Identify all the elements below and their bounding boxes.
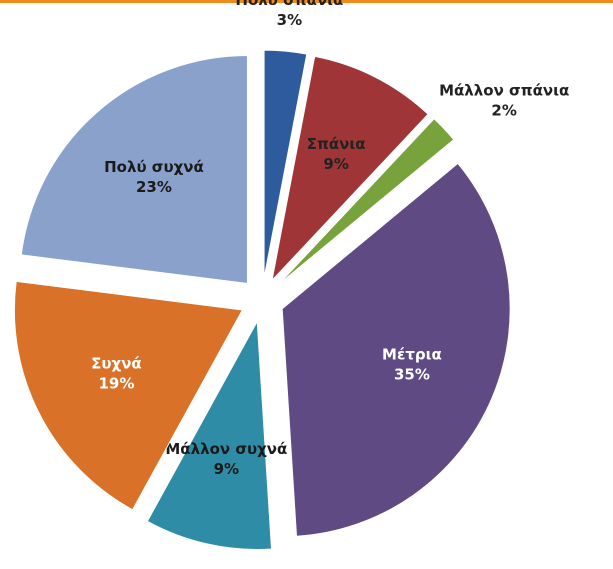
- slice-value-label: 19%: [98, 375, 134, 393]
- slice-label: Μάλλον συχνά: [165, 440, 287, 458]
- slice-label: Μάλλον σπάνια: [439, 81, 569, 99]
- slice-value-label: 2%: [491, 101, 516, 119]
- slice-value-label: 35%: [394, 365, 430, 383]
- slice-value-label: 3%: [277, 11, 302, 29]
- pie-slice: [271, 55, 429, 282]
- slice-label: Μέτρια: [382, 345, 442, 363]
- slice-value-label: 9%: [214, 460, 239, 478]
- pie-slice: [277, 118, 455, 286]
- pie-slice: [13, 280, 244, 511]
- pie-slice: [146, 319, 273, 550]
- slice-label: Πολύ συχνά: [104, 158, 204, 176]
- slice-value-label: 9%: [323, 155, 348, 173]
- pie-slice: [20, 54, 248, 285]
- slice-label: Σπάνια: [307, 135, 366, 153]
- pie-slice: [263, 49, 308, 279]
- slice-value-label: 23%: [136, 178, 172, 196]
- slice-label: Πολύ σπάνια: [235, 0, 343, 9]
- pie-slice: [281, 162, 511, 537]
- slice-label: Συχνά: [91, 355, 142, 373]
- top-border: [0, 0, 613, 3]
